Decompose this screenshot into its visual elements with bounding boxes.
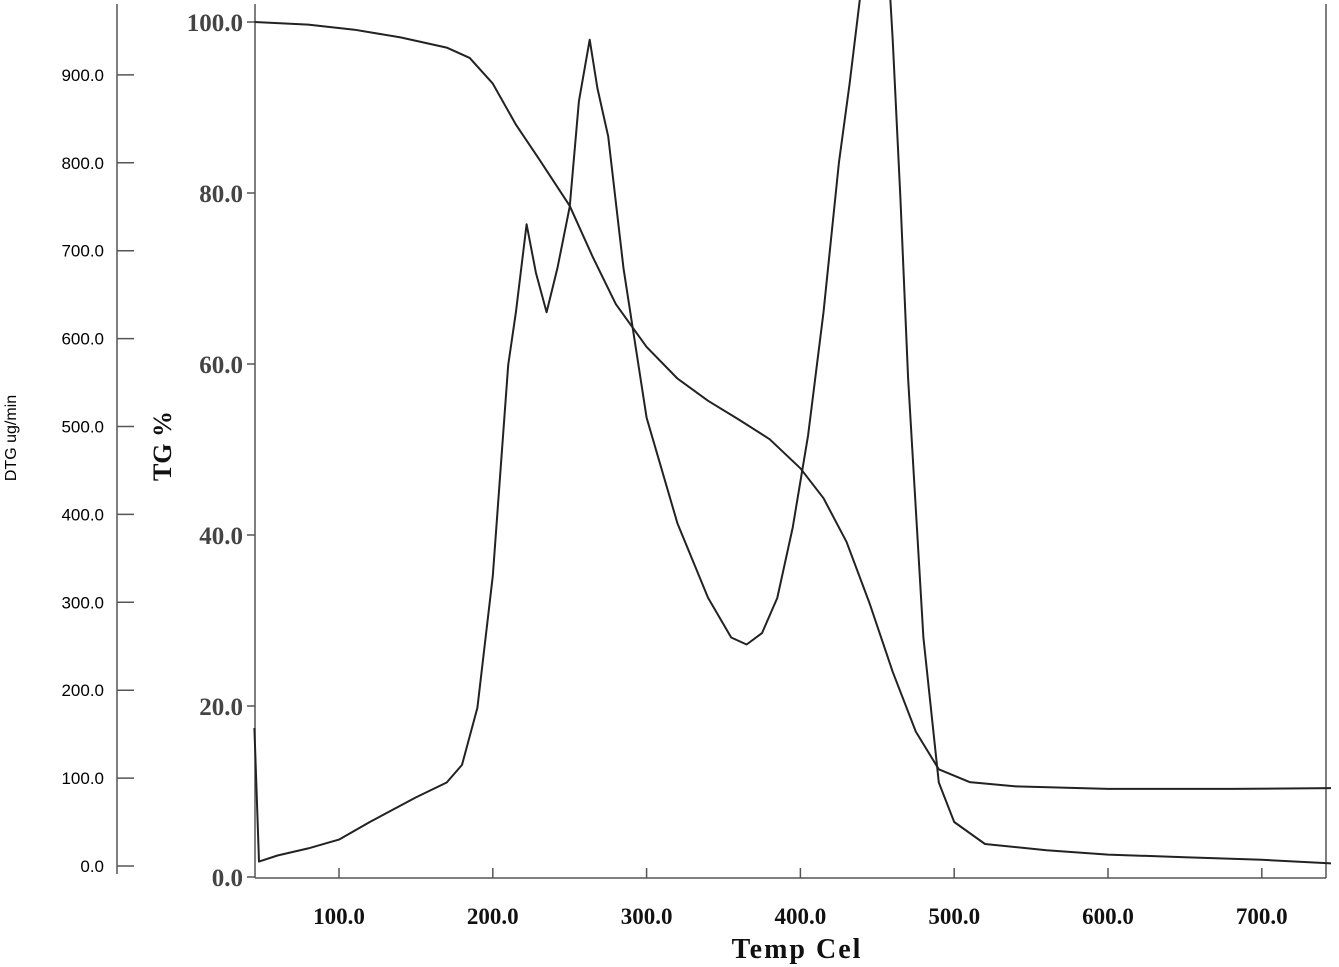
dtg-tick-label: 0.0 [80,857,104,876]
tg-tick-label: 100.0 [187,10,243,37]
dtg-tick-label: 700.0 [61,242,104,261]
dtg-curve [253,0,1332,865]
x-tick-label: 500.0 [928,904,980,929]
tg-tick-label: 60.0 [199,352,243,379]
x-tick-label: 600.0 [1082,904,1134,929]
axes [116,4,1327,879]
x-tick-label: 400.0 [775,904,827,929]
dtg-tick-label: 800.0 [61,154,104,173]
dtg-tick-label: 500.0 [61,418,104,437]
tg-tick-label: 0.0 [212,865,243,892]
x-tick-label: 700.0 [1236,904,1288,929]
tg-tick-label: 40.0 [199,523,243,550]
ticks: 100.0 200.0 300.0 400.0 500.0 600.0 700.0 0.0 20… [61,10,1287,929]
axis-titles: Temp Cel TG % DTG ug/min [3,395,863,965]
tg-curve [254,21,1332,790]
tg-tick-label: 80.0 [199,181,243,208]
x-axis-title: Temp Cel [732,934,863,965]
dtg-tick-label: 100.0 [61,769,104,788]
dtg-tick-label: 600.0 [61,330,104,349]
x-tick-label: 300.0 [621,904,673,929]
dtg-tick-label: 200.0 [61,681,104,700]
x-tick-label: 100.0 [313,904,365,929]
dtg-axis-title: DTG ug/min [3,395,20,481]
x-tick-label: 200.0 [467,904,519,929]
series [253,0,1332,865]
tg-axis-title: TG % [148,411,177,481]
dtg-tick-label: 900.0 [61,66,104,85]
dtg-tick-label: 400.0 [61,505,104,524]
dtg-tick-label: 300.0 [61,593,104,612]
tg-tick-label: 20.0 [199,694,243,721]
